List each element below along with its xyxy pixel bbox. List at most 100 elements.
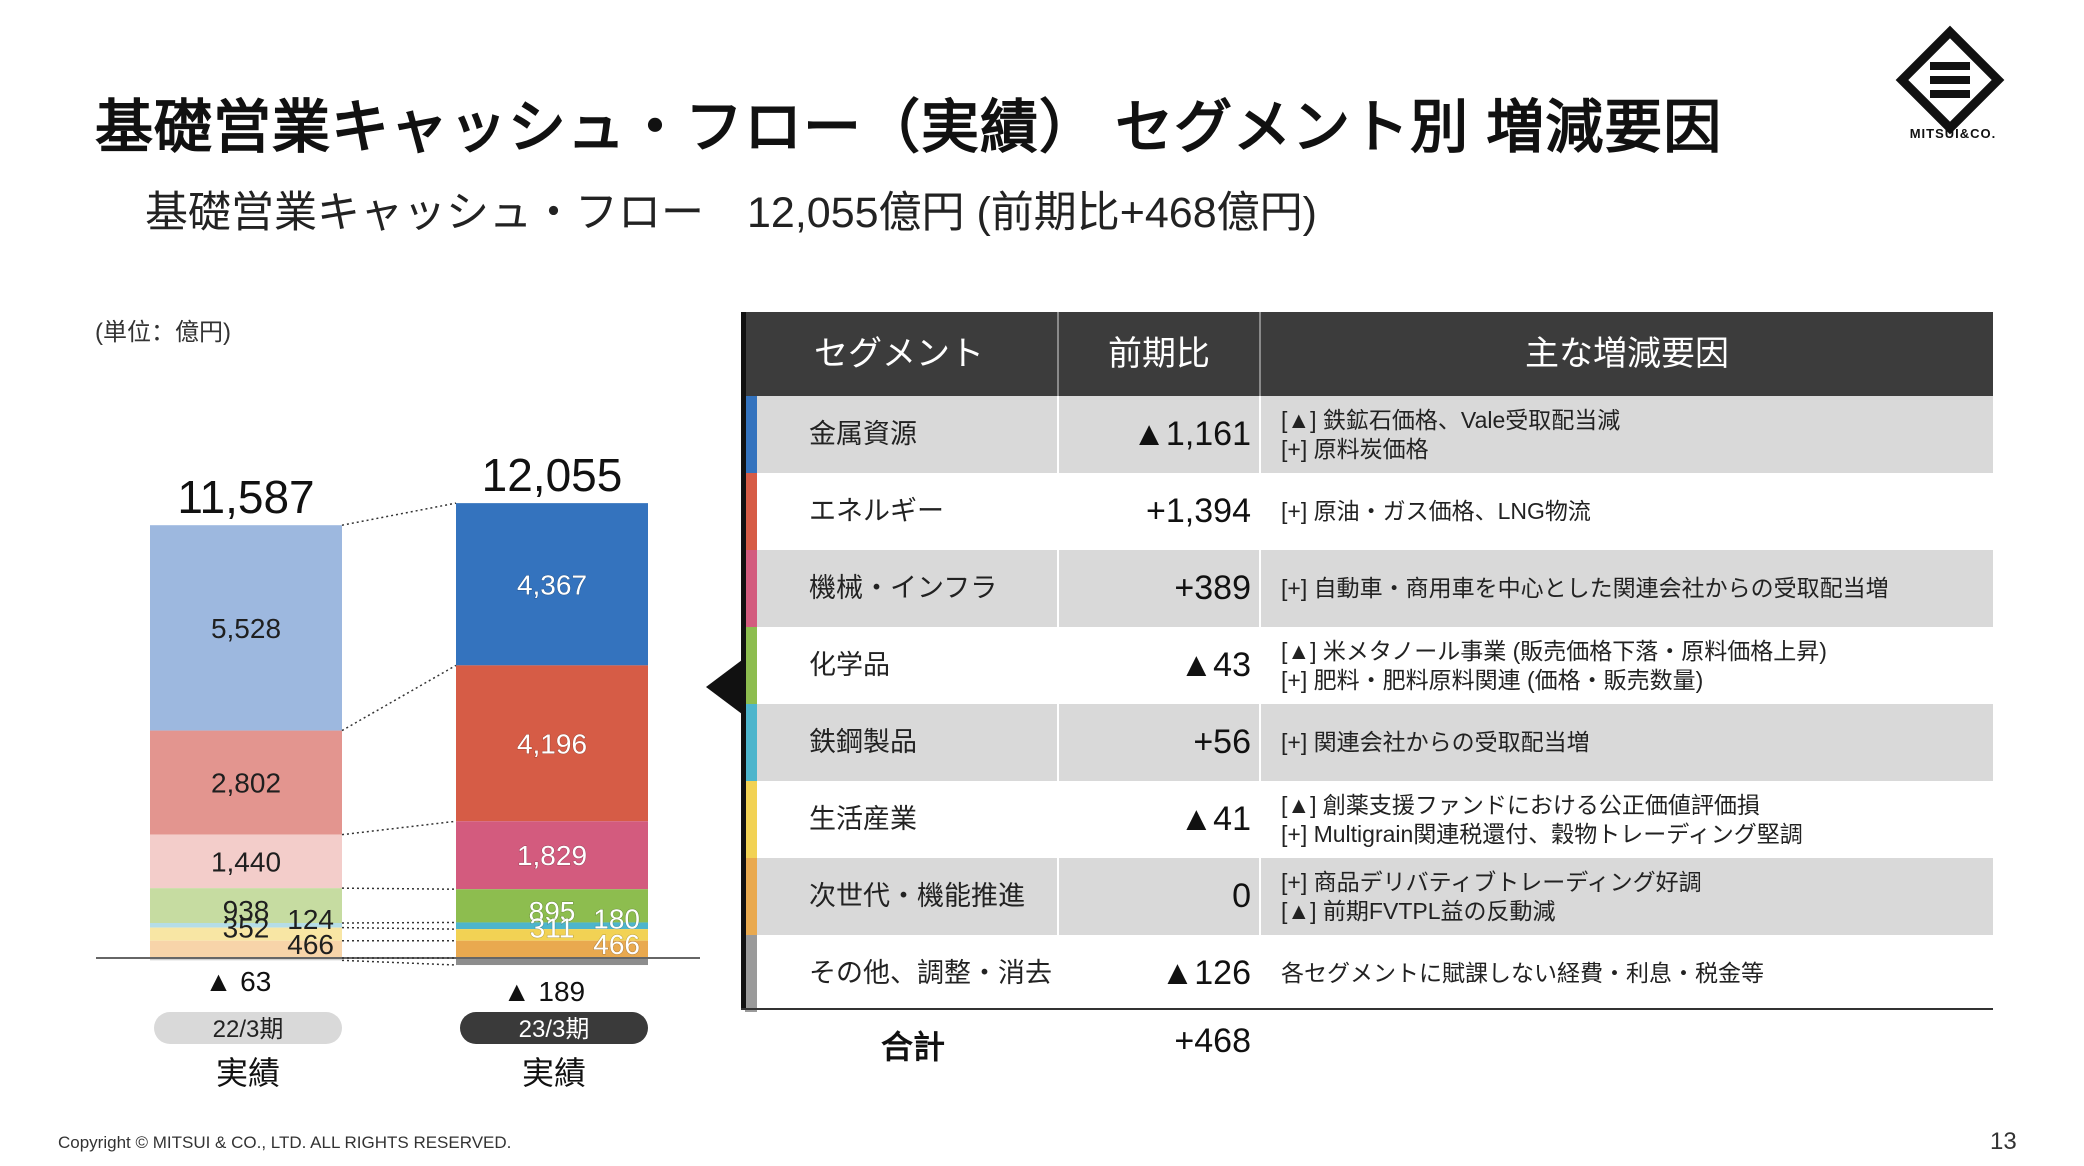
reason-line: [+] 原油・ガス価格、LNG物流: [1281, 498, 1591, 524]
bar-segment: [150, 834, 342, 889]
segment-color-swatch: [745, 935, 757, 1012]
segment-name: 化学品: [809, 650, 890, 680]
logo-text: MITSUI&CO.: [1909, 126, 1997, 141]
cell-divider: [1057, 704, 1059, 781]
bar-value-label: 466: [593, 929, 640, 960]
bar-segment: [456, 922, 648, 930]
connector-line: [341, 502, 457, 526]
reason-line: [+] Multigrain関連税還付、穀物トレーディング堅調: [1281, 820, 1803, 847]
segment-color-swatch: [745, 781, 757, 858]
segment-color-swatch: [745, 396, 757, 473]
cell-divider: [1259, 473, 1261, 550]
copyright: Copyright © MITSUI & CO., LTD. ALL RIGHT…: [58, 1133, 512, 1152]
segment-reasons: [▲] 鉄鉱石価格、Vale受取配当減 [+] 原料炭価格: [1281, 396, 1981, 473]
table-row: 化学品 ▲43 [▲] 米メタノール事業 (販売価格下落・原料価格上昇) [+] 肥料…: [741, 627, 1993, 704]
bar-segment: [150, 927, 342, 941]
bar-value-label: 352: [223, 913, 270, 944]
bar-value-label: 938: [223, 895, 270, 926]
total-label: 合計: [881, 1029, 946, 1065]
cell-divider: [1057, 627, 1059, 704]
reason-line: [▲] 鉄鉱石価格、Vale受取配当減: [1281, 406, 1621, 433]
bar-value-label: 895: [529, 896, 576, 927]
page-title: 基礎営業キャッシュ・フロー（実績） セグメント別 増減要因: [95, 95, 1723, 160]
bar-segment: [150, 923, 342, 928]
reason-line: [+] 関連会社からの受取配当増: [1281, 729, 1590, 755]
cell-divider: [1259, 935, 1261, 1012]
reason-line: 各セグメントに賦課しない経費・利息・税金等: [1281, 960, 1764, 986]
unit-label: (単位：億円): [95, 319, 231, 346]
header-yoy: 前期比: [1108, 335, 1210, 373]
bar-value-label: 2,802: [211, 768, 281, 799]
table-row: その他、調整・消去 ▲126 各セグメントに賦課しない経費・利息・税金等: [741, 935, 1993, 1012]
table-left-rule: [741, 312, 746, 1009]
table-row: 次世代・機能推進 0 [+] 商品デリバティブトレーディング好調 [▲] 前期FVTP…: [741, 858, 1993, 935]
segment-color-swatch: [745, 704, 757, 781]
bar-value-label: 466: [287, 929, 334, 960]
category-sublabel: 実績: [522, 1055, 586, 1091]
bar-segment: [456, 821, 648, 890]
reason-line: [+] 商品デリバティブトレーディング好調: [1281, 868, 1702, 895]
table-row: エネルギー +1,394 [+] 原油・ガス価格、LNG物流: [741, 473, 1993, 550]
table-bottom-rule: [741, 1008, 1993, 1010]
header-divider: [1259, 312, 1261, 396]
bar-segment: [150, 888, 342, 924]
bar-value-label: 311: [530, 913, 575, 944]
bar-value-label: 1,440: [211, 846, 281, 877]
segment-name: エネルギー: [809, 496, 944, 526]
header-divider: [1057, 312, 1059, 396]
bar-segment: [150, 940, 342, 958]
cell-divider: [1259, 627, 1261, 704]
cell-divider: [1057, 935, 1059, 1012]
segment-color-swatch: [745, 627, 757, 704]
mitsui-logo-icon: [1895, 25, 2005, 135]
stacked-bar-chart: 5,528 2,802 1,440 938 124 352 466 11,587 ▲ 63 22/…: [96, 449, 700, 1091]
cell-divider: [1057, 550, 1059, 627]
negative-value-label: ▲ 189: [503, 976, 585, 1007]
page-number: 13: [1990, 1128, 2017, 1155]
reason-line: [▲] 創薬支援ファンドにおける公正価値評価損: [1281, 791, 1760, 818]
negative-value-label: ▲ 63: [205, 966, 272, 997]
reason-line: [▲] 米メタノール事業 (販売価格下落・原料価格上昇): [1281, 637, 1827, 664]
connector-line: [341, 887, 457, 890]
bar-value-label: 4,196: [517, 728, 587, 759]
segment-name: 機械・インフラ: [809, 573, 998, 603]
segment-reasons: [+] 自動車・商用車を中心とした関連会社からの受取配当増: [1281, 550, 1981, 627]
segment-reasons: [▲] 創薬支援ファンドにおける公正価値評価損 [+] Multigrain関連税…: [1281, 781, 1981, 858]
cell-divider: [1259, 550, 1261, 627]
bar-segment: [150, 730, 342, 835]
cell-divider: [1259, 858, 1261, 935]
segment-name: その他、調整・消去: [809, 958, 1052, 988]
segment-name: 生活産業: [809, 804, 917, 834]
header-segment: セグメント: [814, 335, 984, 373]
connector-line: [341, 921, 457, 924]
table-row: 鉄鋼製品 +56 [+] 関連会社からの受取配当増: [741, 704, 1993, 781]
connector-line: [341, 926, 457, 930]
segment-reasons: [+] 商品デリバティブトレーディング好調 [▲] 前期FVTPL益の反動減: [1281, 858, 1981, 935]
bar-value-label: 4,367: [517, 569, 587, 600]
bar-segment-negative: [150, 958, 342, 961]
segment-name: 次世代・機能推進: [809, 881, 1025, 911]
segment-reasons: [▲] 米メタノール事業 (販売価格下落・原料価格上昇) [+] 肥料・肥料原料関…: [1281, 627, 1981, 704]
page-subtitle: 基礎営業キャッシュ・フロー 12,055億円 (前期比+468億円): [145, 189, 1317, 237]
bar-value-label: 180: [593, 903, 640, 934]
bar-value-label: 5,528: [211, 613, 281, 644]
bar-segment: [150, 525, 342, 731]
cell-divider: [1057, 473, 1059, 550]
category-label: 23/3期: [519, 1016, 590, 1043]
table-row: 金属資源 ▲1,161 [▲] 鉄鉱石価格、Vale受取配当減 [+] 原料炭価格: [741, 396, 1993, 473]
bar-total-label: 11,587: [177, 471, 314, 523]
period-pill: [154, 1012, 342, 1044]
segment-name: 金属資源: [809, 419, 917, 449]
table-row: 機械・インフラ +389 [+] 自動車・商用車を中心とした関連会社からの受取配当増: [741, 550, 1993, 627]
bar-segment: [456, 929, 648, 941]
segment-yoy: +1,394: [1146, 492, 1251, 530]
pointer-arrow-icon: [706, 660, 742, 714]
total-value: +468: [1174, 1022, 1251, 1060]
segment-reasons: [+] 原油・ガス価格、LNG物流: [1281, 473, 1981, 550]
connector-line: [341, 820, 457, 836]
segment-reasons: [+] 関連会社からの受取配当増: [1281, 704, 1981, 781]
cell-divider: [1259, 396, 1261, 473]
period-pill: [460, 1012, 648, 1044]
reason-line: [+] 自動車・商用車を中心とした関連会社からの受取配当増: [1281, 575, 1889, 601]
segment-yoy: ▲41: [1179, 800, 1251, 838]
